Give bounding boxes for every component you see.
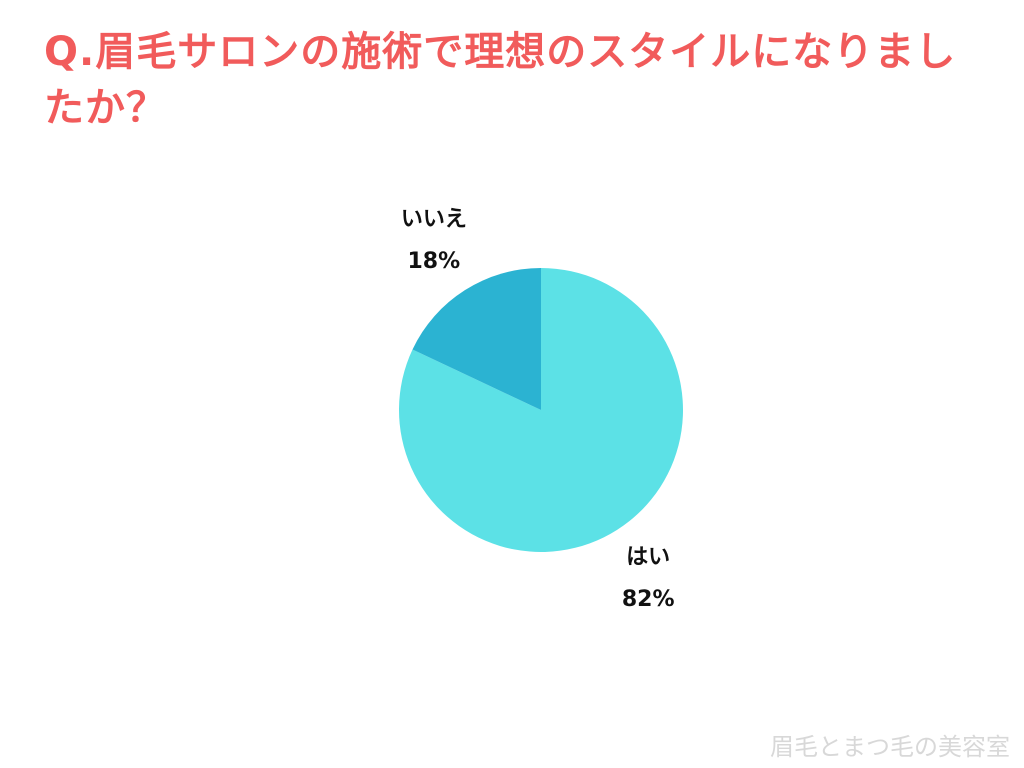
slice-category-label: はい xyxy=(626,545,670,570)
pie-slice xyxy=(412,268,541,410)
slice-value-label: 82% xyxy=(622,587,675,612)
slice-value-label: 18% xyxy=(407,249,460,274)
chart-title: Q.眉毛サロンの施術で理想のスタイルになりましたか？ xyxy=(44,29,957,131)
slice-category-label: いいえ xyxy=(401,207,467,232)
watermark: 眉毛とまつ毛の美容室 xyxy=(770,733,1010,761)
